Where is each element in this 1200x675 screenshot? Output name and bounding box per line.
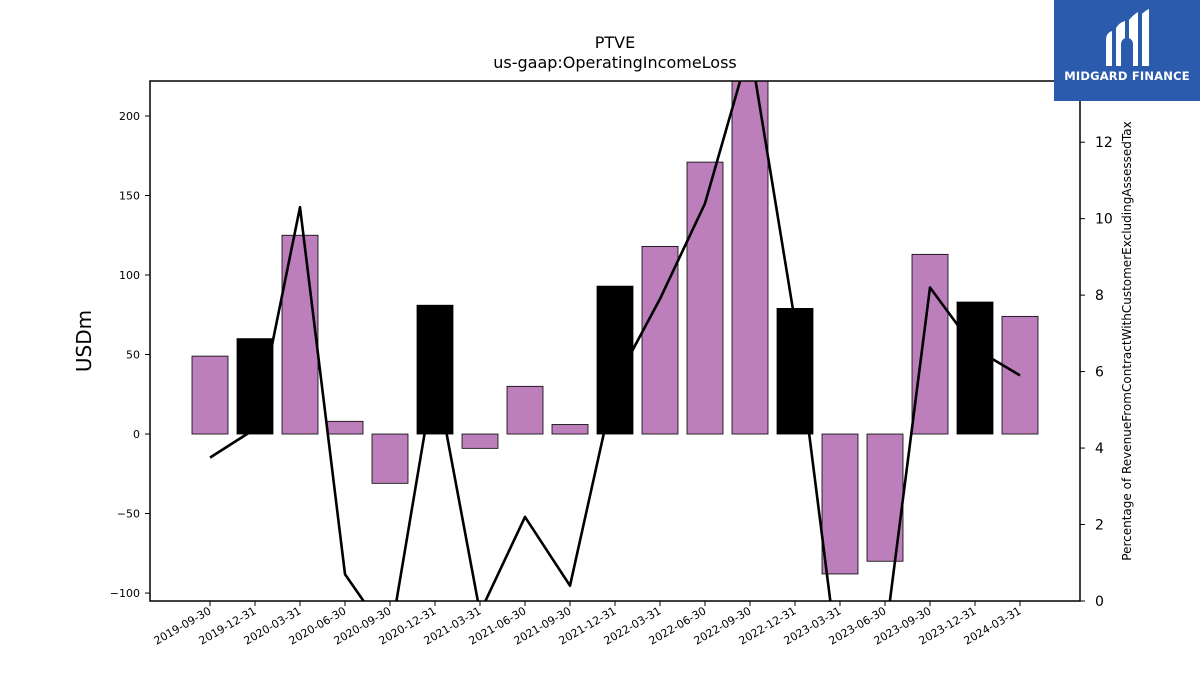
series-line: [209, 81, 1021, 601]
bar: [956, 301, 994, 435]
chart-subtitle: us-gaap:OperatingIncomeLoss: [493, 53, 737, 72]
y-tick-label: 100: [119, 269, 140, 282]
chart-title: PTVE: [595, 33, 635, 52]
y2-tick-label: 0: [1095, 594, 1104, 610]
bar: [191, 355, 229, 435]
y-tick-label: 200: [119, 110, 140, 123]
y2-tick-label: 6: [1095, 365, 1104, 381]
bar: [236, 338, 274, 435]
bar: [461, 433, 499, 449]
logo-text: MIDGARD FINANCE: [1064, 69, 1190, 83]
y2-tick-label: 12: [1095, 135, 1113, 151]
y2-tick-label: 2: [1095, 518, 1104, 534]
bar: [326, 420, 364, 435]
y2-tick-label: 8: [1095, 288, 1104, 304]
bar: [506, 385, 544, 435]
y-tick-label: 50: [126, 349, 140, 362]
y-axis-label: USDm: [72, 310, 96, 372]
bar: [551, 424, 589, 435]
y-tick-label: 0: [133, 428, 140, 441]
y2-axis-label: Percentage of RevenueFromContractWithCus…: [1120, 121, 1134, 560]
bar: [641, 245, 679, 435]
y2-tick-label: 10: [1095, 212, 1113, 228]
bar: [371, 433, 409, 484]
bar: [686, 161, 724, 435]
bar: [821, 433, 859, 575]
bar: [416, 304, 454, 435]
bar: [731, 81, 769, 435]
bar: [911, 253, 949, 435]
y2-tick-label: 4: [1095, 441, 1104, 457]
y-tick-label: 150: [119, 189, 140, 202]
y-tick-label: −50: [117, 508, 140, 521]
midgard-finance-logo: MIDGARD FINANCE: [1054, 0, 1200, 101]
midgard-logo-icon: [1106, 9, 1149, 66]
y-tick-label: −100: [110, 587, 140, 600]
